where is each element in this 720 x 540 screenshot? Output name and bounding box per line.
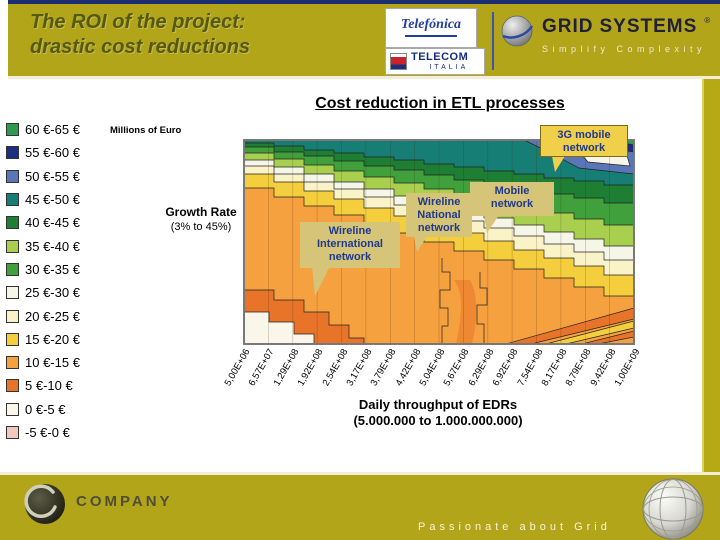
legend-item: 55 €-60 € bbox=[6, 141, 80, 164]
y-axis-label-line2: (3% to 45%) bbox=[170, 221, 232, 233]
legend-swatch bbox=[6, 216, 19, 230]
callout-wireline-national: Wireline National network bbox=[406, 193, 472, 237]
callout-text-line: National bbox=[417, 209, 461, 221]
grid-systems-logo-grid: GRID bbox=[542, 16, 594, 37]
x-axis-title: Daily throughput of EDRs (5.000.000 to 1… bbox=[243, 397, 633, 429]
company-name: COMPANY bbox=[76, 493, 173, 510]
telecom-flag-icon bbox=[390, 53, 407, 70]
callout-text-line: network bbox=[490, 198, 534, 210]
legend-label: 10 €-15 € bbox=[25, 355, 80, 371]
legend-item: 5 €-10 € bbox=[6, 374, 80, 397]
grid-systems-logo-systems: SYSTEMS bbox=[599, 16, 698, 37]
callout-text-line: International bbox=[316, 238, 383, 250]
legend-label: 0 €-5 € bbox=[25, 401, 66, 417]
callout-text-line: Wireline bbox=[417, 196, 461, 208]
callout-tail-mobile bbox=[484, 215, 499, 236]
slide-title-line2: drastic cost reductions bbox=[30, 36, 251, 58]
legend-item: 60 €-65 € bbox=[6, 118, 80, 141]
telefonica-logo-underline bbox=[405, 34, 457, 40]
callout-text-line: network bbox=[328, 251, 372, 263]
x-axis-title-line2: (5.000.000 to 1.000.000.000) bbox=[353, 413, 523, 428]
slide-header: The ROI of the project: drastic cost red… bbox=[8, 4, 720, 79]
top-accent-line bbox=[8, 0, 720, 4]
chart-legend: 60 €-65 € 55 €-60 € 50 €-55 € 45 €-50 € 40 €… bbox=[6, 118, 80, 444]
callout-text-line: Mobile bbox=[494, 185, 530, 197]
logo-divider bbox=[492, 12, 494, 70]
grid-systems-logo: GRID SYSTEMS ® Simplify Complexity bbox=[542, 16, 710, 54]
y-axis-label: Growth Rate (3% to 45%) bbox=[158, 205, 244, 233]
callout-text-line: 3G mobile bbox=[557, 129, 611, 141]
legend-item: 0 €-5 € bbox=[6, 398, 80, 421]
legend-swatch bbox=[6, 262, 19, 276]
registered-mark: ® bbox=[704, 16, 711, 25]
legend-swatch bbox=[6, 169, 19, 183]
legend-label: 45 €-50 € bbox=[25, 192, 80, 208]
legend-item: 10 €-15 € bbox=[6, 351, 80, 374]
callout-tail-3g bbox=[552, 156, 565, 175]
legend-label: 30 €-35 € bbox=[25, 261, 80, 277]
legend-item: 50 €-55 € bbox=[6, 165, 80, 188]
legend-swatch bbox=[6, 309, 19, 323]
y-axis-label-line1: Growth Rate bbox=[165, 205, 237, 219]
footer-tagline: Passionate about Grid bbox=[418, 521, 611, 533]
grid-systems-wordmark: GRID SYSTEMS ® bbox=[542, 16, 710, 38]
chart-title: Cost reduction in ETL processes bbox=[315, 95, 565, 112]
globe-icon bbox=[642, 478, 704, 540]
legend-label: 55 €-60 € bbox=[25, 145, 80, 161]
telefonica-logo: Telefónica bbox=[385, 8, 477, 48]
slide-title-line1: The ROI of the project: bbox=[30, 11, 246, 33]
legend-item: 15 €-20 € bbox=[6, 328, 80, 351]
grid-systems-orb-icon bbox=[501, 15, 534, 47]
callout-text-line: network bbox=[417, 222, 461, 234]
legend-swatch bbox=[6, 426, 19, 439]
x-axis-title-line1: Daily throughput of EDRs bbox=[358, 397, 518, 412]
legend-label: 20 €-25 € bbox=[25, 308, 80, 324]
telecom-logo-textblock: TELECOM ITALIA bbox=[411, 51, 469, 72]
chart-units-label: Millions of Euro bbox=[110, 125, 182, 136]
legend-label: 50 €-55 € bbox=[25, 168, 80, 184]
legend-swatch bbox=[6, 146, 19, 160]
legend-item: 40 €-45 € bbox=[6, 211, 80, 234]
slide-footer: COMPANY Passionate about Grid bbox=[0, 472, 720, 540]
callout-mobile: Mobile network bbox=[470, 182, 554, 216]
legend-swatch bbox=[6, 332, 19, 346]
right-edge-strip bbox=[702, 79, 720, 472]
legend-label: 25 €-30 € bbox=[25, 285, 80, 301]
legend-label: 60 €-65 € bbox=[25, 122, 80, 138]
legend-swatch bbox=[6, 239, 19, 253]
callout-tail-wireline-national bbox=[414, 236, 427, 255]
legend-swatch bbox=[6, 402, 19, 416]
legend-item: 25 €-30 € bbox=[6, 281, 80, 304]
legend-label: 35 €-40 € bbox=[25, 238, 80, 254]
legend-item: -5 €-0 € bbox=[6, 421, 80, 444]
legend-swatch bbox=[6, 286, 19, 300]
legend-swatch bbox=[6, 379, 19, 393]
legend-label: 5 €-10 € bbox=[25, 378, 73, 394]
telecom-logo-subtext: ITALIA bbox=[429, 64, 469, 71]
legend-item: 35 €-40 € bbox=[6, 234, 80, 257]
legend-label: 15 €-20 € bbox=[25, 331, 80, 347]
legend-swatch bbox=[6, 123, 19, 137]
telecom-logo-text: TELECOM bbox=[411, 51, 469, 63]
callout-wireline-international: Wireline International network bbox=[300, 222, 400, 268]
legend-item: 30 €-35 € bbox=[6, 258, 80, 281]
telecom-italia-logo: TELECOM ITALIA bbox=[385, 48, 485, 75]
callout-3g-mobile: 3G mobile network bbox=[540, 125, 628, 157]
callout-text-line: Wireline bbox=[328, 225, 372, 237]
legend-item: 45 €-50 € bbox=[6, 188, 80, 211]
slide-body: Cost reduction in ETL processes Millions… bbox=[0, 79, 702, 472]
company-logo-icon bbox=[24, 484, 65, 524]
legend-swatch bbox=[6, 356, 19, 370]
telefonica-logo-text: Telefónica bbox=[400, 16, 462, 32]
callout-text-line: network bbox=[562, 142, 606, 154]
legend-label: -5 €-0 € bbox=[25, 425, 70, 440]
callout-tail-wireline-international bbox=[312, 266, 330, 299]
legend-item: 20 €-25 € bbox=[6, 304, 80, 327]
legend-swatch bbox=[6, 193, 19, 207]
grid-systems-tagline: Simplify Complexity bbox=[542, 44, 707, 54]
legend-label: 40 €-45 € bbox=[25, 215, 80, 231]
slide-title: The ROI of the project: drastic cost red… bbox=[30, 10, 250, 60]
